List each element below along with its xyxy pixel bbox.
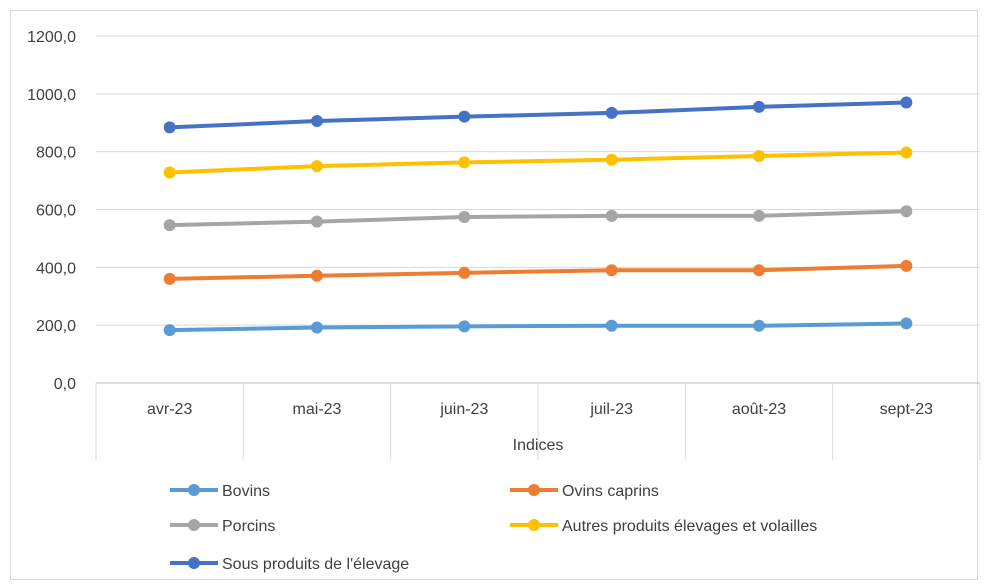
- legend-label: Ovins caprins: [562, 483, 659, 500]
- x-tick-label: août-23: [732, 401, 786, 418]
- data-point: [605, 106, 618, 119]
- x-tick-label: juil-23: [589, 401, 633, 418]
- data-point: [900, 96, 913, 109]
- data-point: [605, 209, 618, 222]
- data-point: [753, 209, 765, 222]
- data-point: [163, 166, 176, 179]
- data-point: [458, 266, 471, 279]
- series-3: [163, 146, 913, 179]
- x-tick-label: juin-23: [439, 401, 488, 418]
- x-tick-label: avr-23: [147, 401, 192, 418]
- data-point: [753, 100, 765, 113]
- series-line: [167, 321, 909, 333]
- series-2: [163, 205, 913, 232]
- y-tick-label: 600,0: [36, 203, 76, 220]
- chart-frame: [10, 10, 978, 580]
- series-1: [163, 259, 913, 285]
- legend-item: Autres produits élevages et volailles: [510, 518, 817, 535]
- data-point: [311, 215, 323, 228]
- legend-marker: [188, 519, 200, 531]
- legend-label: Autres produits élevages et volailles: [562, 518, 817, 535]
- legend-item: Porcins: [170, 518, 275, 535]
- legend-label: Porcins: [222, 518, 275, 535]
- series-0: [163, 317, 913, 337]
- legend-marker: [528, 519, 540, 531]
- series-4: [163, 96, 913, 134]
- series-line: [167, 263, 909, 281]
- y-tick-label: 1000,0: [27, 87, 76, 104]
- data-point: [163, 324, 176, 337]
- data-point: [311, 269, 323, 282]
- data-point: [605, 264, 618, 277]
- data-point: [900, 146, 913, 159]
- y-tick-label: 200,0: [36, 318, 76, 335]
- x-tick-label: mai-23: [293, 401, 342, 418]
- legend-item: Ovins caprins: [510, 483, 659, 500]
- data-point: [753, 264, 765, 277]
- data-point: [163, 121, 176, 134]
- x-axis-title: Indices: [513, 437, 564, 454]
- data-point: [163, 272, 176, 285]
- data-point: [458, 320, 471, 333]
- legend-marker: [188, 557, 200, 569]
- legend-label: Bovins: [222, 483, 270, 500]
- data-point: [311, 321, 323, 334]
- series-line: [167, 150, 909, 175]
- data-point: [163, 219, 176, 232]
- data-point: [900, 259, 913, 272]
- y-tick-label: 800,0: [36, 145, 76, 162]
- data-point: [311, 115, 323, 128]
- y-tick-label: 400,0: [36, 260, 76, 277]
- data-point: [605, 153, 618, 166]
- data-point: [753, 150, 765, 163]
- data-point: [458, 211, 471, 224]
- data-point: [605, 319, 618, 332]
- data-point: [900, 317, 913, 330]
- series-line: [167, 209, 909, 228]
- series-line: [167, 100, 909, 130]
- y-tick-label: 0,0: [54, 376, 76, 393]
- y-tick-label: 1200,0: [27, 29, 76, 46]
- data-point: [458, 156, 471, 169]
- data-point: [458, 110, 471, 123]
- data-point: [900, 205, 913, 218]
- data-point: [753, 319, 765, 332]
- legend-item: Sous produits de l'élevage: [170, 556, 409, 573]
- x-tick-label: sept-23: [880, 401, 933, 418]
- legend-marker: [528, 484, 540, 496]
- legend-item: Bovins: [170, 483, 270, 500]
- data-point: [311, 160, 323, 173]
- legend-label: Sous produits de l'élevage: [222, 556, 409, 573]
- legend-marker: [188, 484, 200, 496]
